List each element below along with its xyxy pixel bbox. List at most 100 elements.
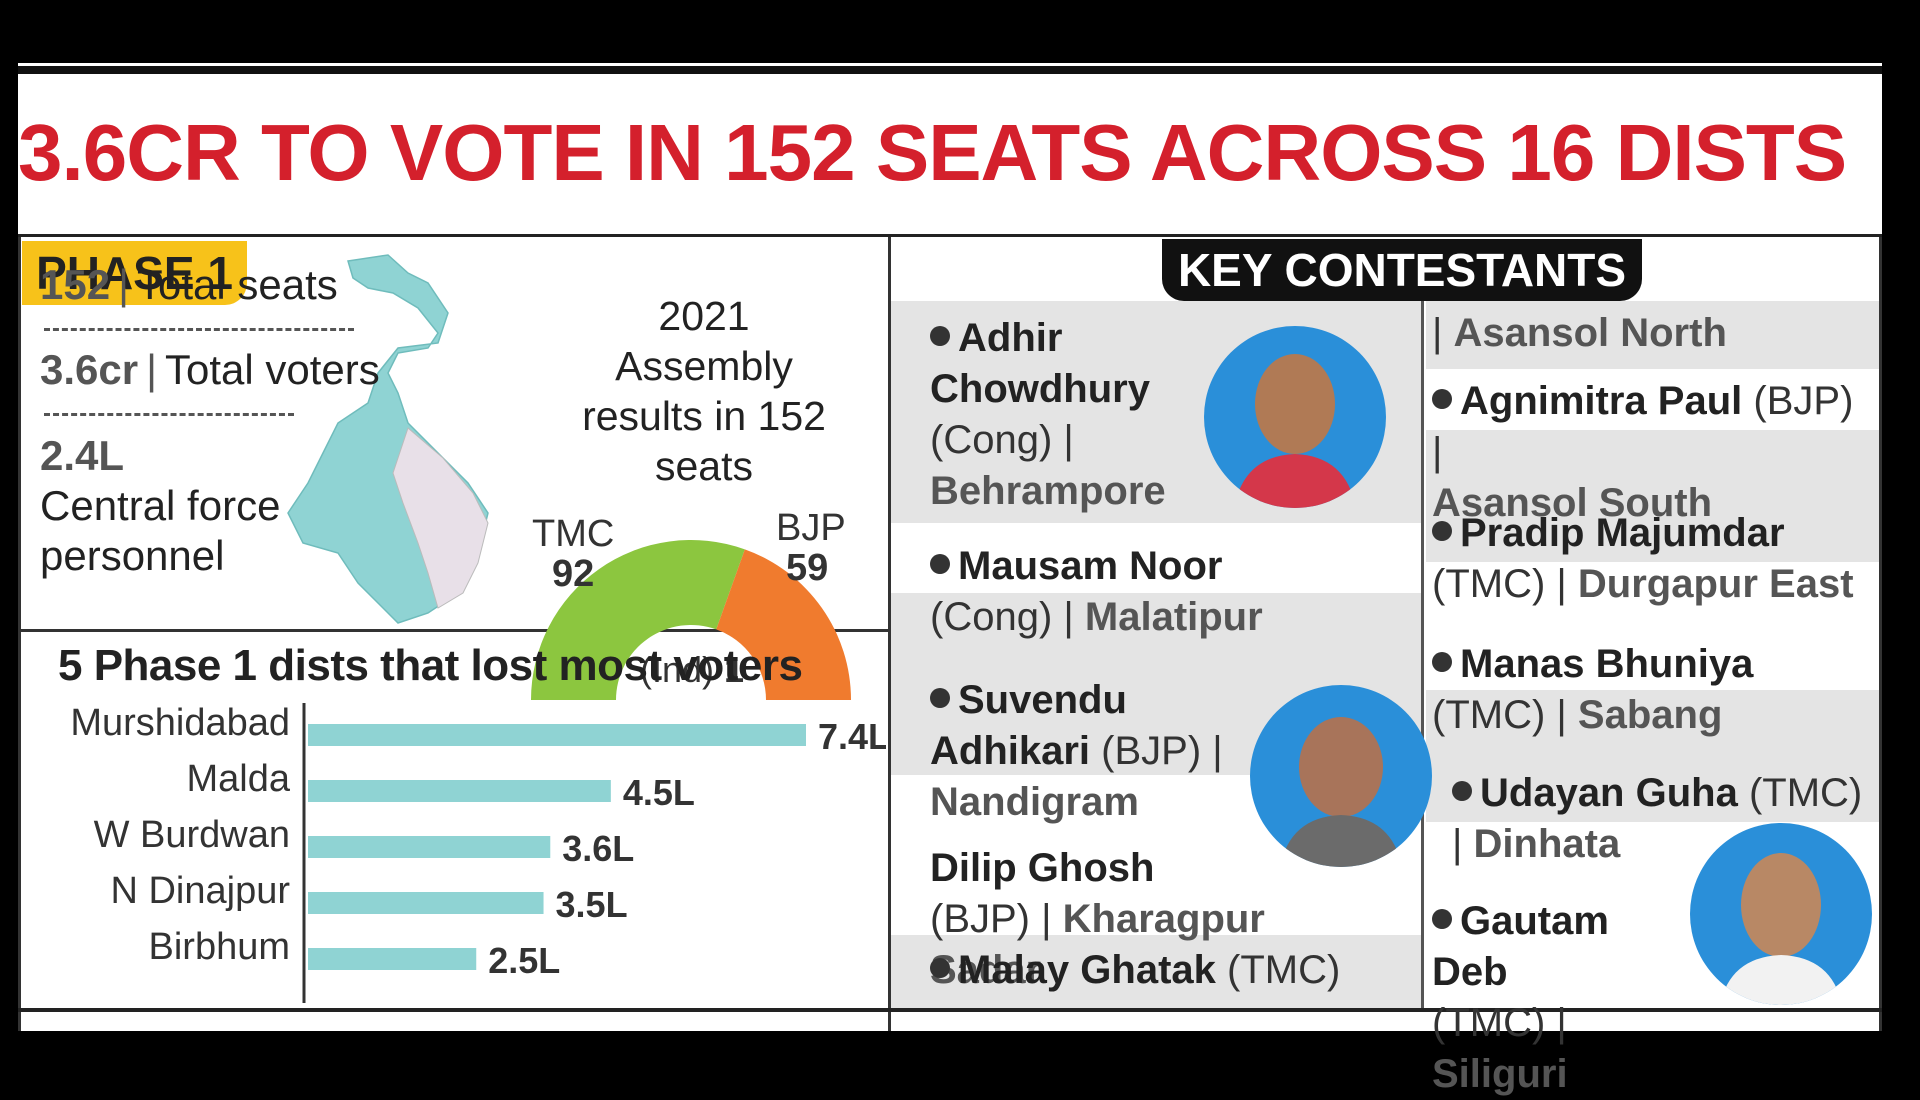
key-contestants-title: KEY CONTESTANTS	[1162, 239, 1642, 301]
chart-bar	[308, 836, 551, 858]
contestant-column-divider	[1421, 301, 1424, 1008]
contestant-name: Gautam Deb	[1432, 899, 1609, 994]
contestant-mausam: Mausam Noor (Cong) | Malatipur	[930, 544, 1263, 639]
stat-forces-label: Central force personnel	[40, 482, 281, 579]
phase-badge: PHASE 1	[22, 241, 247, 305]
bullet-icon	[1432, 909, 1452, 930]
contestant-dilip: Dilip Ghosh (BJP) | Kharagpur Sadar	[930, 846, 1265, 992]
contestant-pradip: Pradip Majumdar (TMC) | Durgapur East	[1432, 511, 1854, 606]
bjp-label: BJP	[776, 507, 846, 549]
bullet-icon	[1432, 389, 1452, 410]
left-row-bg	[891, 935, 1421, 1008]
contestant-name: Manas Bhuniya	[1460, 642, 1754, 686]
stat-seats-label: Total seats	[137, 261, 338, 308]
contestant-seat: Dinhata	[1473, 822, 1621, 866]
contestant-seat: Malatipur	[1084, 595, 1263, 639]
section-divider	[18, 629, 888, 632]
headline: 3.6CR TO VOTE IN 152 SEATS ACROSS 16 DIS…	[18, 108, 1847, 197]
results-gauge	[531, 540, 851, 700]
west-bengal-map	[287, 254, 489, 624]
contestant-seat: Asansol North	[1453, 311, 1727, 355]
contestant-udayan: Udayan Guha (TMC) | Dinhata	[1452, 771, 1863, 866]
contestant-adhir: Adhir Chowdhury (Cong) | Behrampore	[930, 316, 1166, 513]
photo-suvendu	[1250, 685, 1432, 867]
contestant-party: (BJP)	[1101, 729, 1202, 773]
ind-label: (Ind)	[640, 649, 715, 690]
top-rule	[18, 66, 1882, 74]
voters-lost-chart: Murshidabad 7.4L Malda 4.5L W Burdwan 3.6L N D…	[70, 703, 886, 1003]
chart-category-label: Murshidabad	[70, 703, 290, 744]
chart-value-label: 3.5L	[556, 884, 628, 925]
chart-category-label: N Dinajpur	[110, 870, 290, 912]
bullet-icon	[1432, 521, 1452, 542]
chart-bar	[308, 892, 544, 914]
chart-category-label: Malda	[187, 758, 291, 800]
contestant-suvendu: Suvendu Adhikari (BJP) | Nandigram	[930, 678, 1223, 824]
chart-value-label: 2.5L	[488, 940, 560, 981]
contestant-name: Dilip Ghosh	[930, 846, 1155, 890]
stat-seats-value: 152	[40, 261, 111, 308]
chart-category-label: Birbhum	[149, 926, 291, 968]
contestant-party: (TMC)	[1227, 948, 1341, 992]
person-icon	[1280, 717, 1402, 867]
contestant-name: Agnimitra Paul	[1460, 379, 1743, 423]
contestant-agnimitra: Agnimitra Paul (BJP) | Asansol South	[1432, 379, 1854, 525]
contestant-gautam: Gautam Deb (TMC) | Siliguri	[1432, 899, 1609, 1096]
contestant-name: Adhir Chowdhury	[930, 316, 1150, 411]
bottom-rule	[18, 1008, 1882, 1012]
right-row-bg	[1426, 430, 1879, 562]
map-highlight	[392, 427, 489, 609]
stat-divider	[44, 320, 354, 331]
header-divider	[18, 234, 1882, 237]
stat-forces-value: 2.4L	[40, 432, 125, 479]
tmc-arc	[531, 540, 745, 700]
ind-seats-label: (Ind) 1	[640, 649, 744, 691]
bullet-icon	[930, 554, 950, 575]
contestant-name: Malay Ghatak	[958, 948, 1216, 992]
photo-gautam	[1690, 823, 1872, 1005]
gauge-caption: 2021 Assembly results in 152 seats	[582, 293, 826, 489]
panel-border-left	[18, 237, 21, 1031]
contestant-malay: Malay Ghatak (TMC)	[930, 945, 1410, 996]
contestant-seat: Sabang	[1577, 693, 1723, 737]
person-icon	[1234, 354, 1356, 508]
contestant-seat: Siliguri	[1432, 1052, 1568, 1096]
contestant-seat: Asansol South	[1432, 481, 1713, 525]
contestant-seat: Nandigram	[930, 780, 1139, 824]
stat-seats: 152 | Total seats	[40, 261, 338, 308]
chart-bar	[308, 780, 611, 802]
chart-value-label: 7.4L	[818, 716, 886, 757]
contestant-seat: Kharagpur Sadar	[930, 897, 1265, 992]
contestant-seat: Durgapur East	[1577, 562, 1854, 606]
stat-voters-value: 3.6cr	[40, 346, 139, 393]
contestant-party: (TMC)	[1432, 562, 1546, 606]
contestant-manas: Manas Bhuniya (TMC) | Sabang	[1432, 642, 1754, 737]
bjp-seats: 59	[786, 547, 829, 589]
chart-bar	[308, 948, 477, 970]
contestant-party: (BJP)	[930, 897, 1030, 941]
right-row-bg	[1426, 301, 1879, 369]
contestant-name: Mausam Noor	[958, 544, 1223, 588]
contestant-seat: Behrampore	[930, 469, 1166, 513]
chart-title: 5 Phase 1 dists that lost most voters	[58, 641, 803, 690]
contestant-name: Udayan Guha	[1480, 771, 1738, 815]
bullet-icon	[930, 688, 950, 709]
column-divider	[888, 237, 891, 1031]
contestant-party: (TMC)	[1432, 1001, 1546, 1045]
chart-bar	[308, 724, 806, 746]
stat-forces: 2.4L Central force personnel	[40, 431, 320, 581]
person-icon	[1720, 853, 1842, 1005]
contestant-party: (Cong)	[930, 595, 1053, 639]
contestant-name: Pradip Majumdar	[1460, 511, 1785, 555]
panel-border-right	[1879, 237, 1882, 1031]
chart-value-label: 3.6L	[562, 828, 634, 869]
stat-voters-label: Total voters	[165, 346, 380, 393]
contestant-party: (BJP)	[1753, 379, 1854, 423]
ind-seats: 1	[724, 649, 745, 690]
bullet-icon	[1452, 781, 1472, 802]
bjp-arc	[716, 549, 851, 700]
contestant-party: (TMC)	[1748, 771, 1863, 815]
contestant-party: (Cong)	[930, 418, 1053, 462]
tmc-label: TMC	[532, 513, 615, 555]
